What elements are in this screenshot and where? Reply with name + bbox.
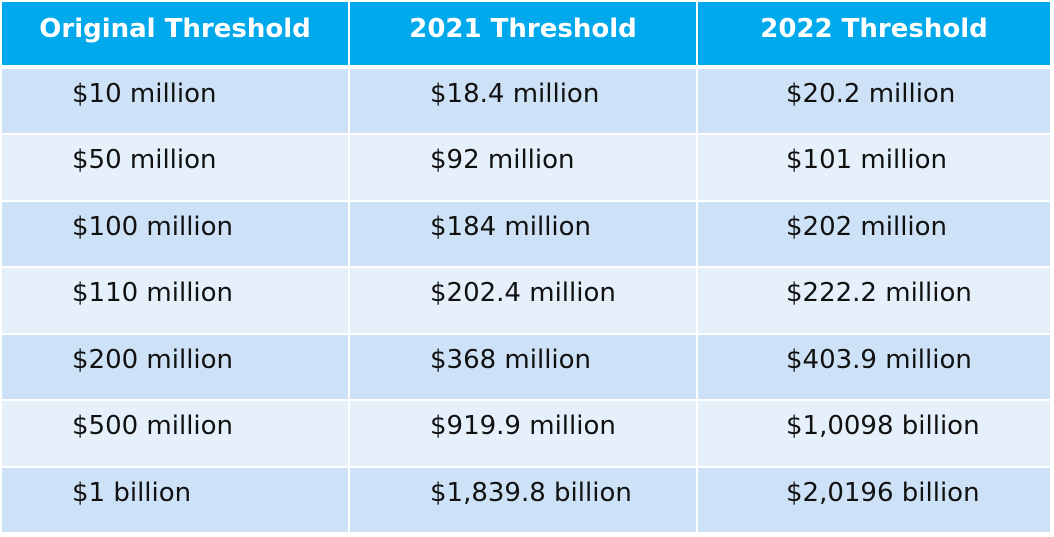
table-cell: $20.2 million (698, 68, 1050, 135)
table-cell: $110 million (2, 268, 350, 335)
table-cell: $1,839.8 billion (350, 467, 698, 534)
table-cell: $101 million (698, 135, 1050, 202)
table-cell: $222.2 million (698, 268, 1050, 335)
column-header-2022: 2022 Threshold (698, 2, 1050, 68)
table-cell: $184 million (350, 201, 698, 268)
table-cell: $368 million (350, 334, 698, 401)
table-cell: $1,0098 billion (698, 401, 1050, 468)
table-cell: $202.4 million (350, 268, 698, 335)
table-cell: $403.9 million (698, 334, 1050, 401)
table-cell: $10 million (2, 68, 350, 135)
column-header-original: Original Threshold (2, 2, 350, 68)
table-cell: $1 billion (2, 467, 350, 534)
table-cell: $100 million (2, 201, 350, 268)
table-cell: $202 million (698, 201, 1050, 268)
table-cell: $919.9 million (350, 401, 698, 468)
column-header-2021: 2021 Threshold (350, 2, 698, 68)
table-cell: $500 million (2, 401, 350, 468)
table-cell: $50 million (2, 135, 350, 202)
table-cell: $200 million (2, 334, 350, 401)
table-cell: $18.4 million (350, 68, 698, 135)
table-cell: $92 million (350, 135, 698, 202)
table-cell: $2,0196 billion (698, 467, 1050, 534)
